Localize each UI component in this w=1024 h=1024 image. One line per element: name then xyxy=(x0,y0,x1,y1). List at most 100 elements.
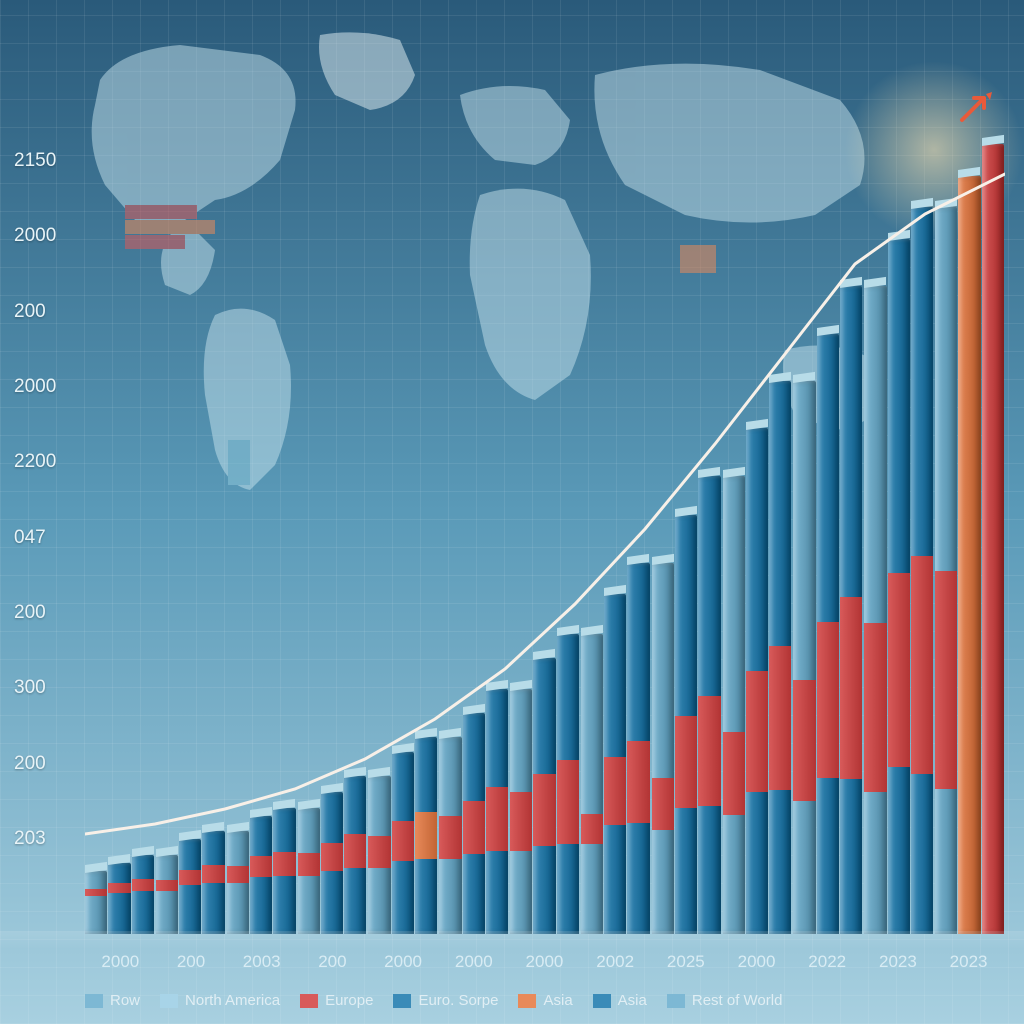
y-axis-label: 203 xyxy=(14,828,56,850)
legend-label: Asia xyxy=(618,992,647,1009)
bar-group xyxy=(864,144,933,934)
legend-label: Rest of World xyxy=(692,992,783,1009)
legend-item: North America xyxy=(160,992,280,1009)
x-axis: 2000200200320020002000200020022025200020… xyxy=(85,952,1004,972)
x-axis-label: 2002 xyxy=(580,952,651,972)
x-axis-label: 200 xyxy=(156,952,227,972)
bar xyxy=(911,207,933,934)
bar xyxy=(746,428,768,934)
legend-item: Euro. Sorpe xyxy=(393,992,498,1009)
bar xyxy=(982,144,1004,934)
x-axis-label: 2000 xyxy=(721,952,792,972)
bar-group xyxy=(652,144,721,934)
bar xyxy=(627,563,649,934)
bar xyxy=(227,831,249,934)
bar xyxy=(793,381,815,934)
bar xyxy=(864,286,886,934)
bar-group xyxy=(935,144,1004,934)
x-axis-label: 200 xyxy=(297,952,368,972)
bar xyxy=(486,689,508,934)
bar xyxy=(769,381,791,934)
y-axis-label: 2150 xyxy=(14,150,56,172)
growth-arrow-icon xyxy=(958,90,994,126)
bar xyxy=(723,476,745,934)
bar xyxy=(85,871,107,934)
y-axis-label: 200 xyxy=(14,301,56,323)
x-axis-label: 2023 xyxy=(933,952,1004,972)
x-axis-label: 2025 xyxy=(651,952,722,972)
legend-swatch xyxy=(85,994,103,1008)
x-axis-label: 2022 xyxy=(792,952,863,972)
legend-swatch xyxy=(160,994,178,1008)
y-axis-label: 047 xyxy=(14,527,56,549)
bar xyxy=(392,752,414,934)
y-axis-label: 2000 xyxy=(14,376,56,398)
bar xyxy=(840,286,862,934)
bar xyxy=(344,776,366,934)
bar xyxy=(321,792,343,934)
x-axis-label: 2003 xyxy=(226,952,297,972)
bar xyxy=(510,689,532,934)
x-axis-label: 2000 xyxy=(85,952,156,972)
bar xyxy=(132,855,154,934)
legend-label: Euro. Sorpe xyxy=(418,992,498,1009)
bar xyxy=(273,808,295,934)
growth-chart: 2150200020020002200047200300200203 20002… xyxy=(0,0,1024,1024)
bar xyxy=(179,839,201,934)
legend-item: Rest of World xyxy=(667,992,783,1009)
y-axis: 2150 2000 200 2000 2200 047 200 300 200 203 xyxy=(14,150,56,850)
y-axis-label: 200 xyxy=(14,602,56,624)
bar xyxy=(698,476,720,934)
x-axis-label: 2000 xyxy=(509,952,580,972)
legend-swatch xyxy=(518,994,536,1008)
bar xyxy=(202,831,224,934)
legend-swatch xyxy=(667,994,685,1008)
legend-label: Europe xyxy=(325,992,373,1009)
bar xyxy=(533,658,555,935)
bar-group xyxy=(298,144,367,934)
bar xyxy=(439,737,461,935)
bar xyxy=(108,863,130,934)
bar xyxy=(298,808,320,934)
bar xyxy=(604,594,626,934)
bar-group xyxy=(439,144,508,934)
bar-group xyxy=(368,144,437,934)
y-axis-label: 200 xyxy=(14,753,56,775)
bar xyxy=(958,176,980,934)
legend-swatch xyxy=(593,994,611,1008)
legend-item: Asia xyxy=(518,992,572,1009)
legend-swatch xyxy=(300,994,318,1008)
x-axis-label: 2023 xyxy=(863,952,934,972)
legend-label: North America xyxy=(185,992,280,1009)
bar xyxy=(652,563,674,934)
bar xyxy=(415,737,437,935)
bar-group xyxy=(85,144,154,934)
bar xyxy=(817,334,839,934)
bar-group xyxy=(156,144,225,934)
legend-item: Europe xyxy=(300,992,373,1009)
bar-group xyxy=(581,144,650,934)
bars-area xyxy=(85,144,1004,934)
bar-group xyxy=(793,144,862,934)
floor-reflection xyxy=(0,931,1024,949)
y-axis-label: 2000 xyxy=(14,225,56,247)
legend-item: Row xyxy=(85,992,140,1009)
x-axis-label: 2000 xyxy=(368,952,439,972)
bar-group xyxy=(510,144,579,934)
y-axis-label: 300 xyxy=(14,677,56,699)
bar xyxy=(368,776,390,934)
bar xyxy=(156,855,178,934)
legend-label: Row xyxy=(110,992,140,1009)
legend-swatch xyxy=(393,994,411,1008)
x-axis-label: 2000 xyxy=(438,952,509,972)
bar xyxy=(888,239,910,934)
legend: Row North America Europe Euro. Sorpe Asia Asi… xyxy=(85,992,1004,1009)
bar xyxy=(250,816,272,935)
y-axis-label: 2200 xyxy=(14,451,56,473)
bar xyxy=(463,713,485,934)
bar xyxy=(675,515,697,934)
bar xyxy=(581,634,603,934)
bar-group xyxy=(723,144,792,934)
bar xyxy=(557,634,579,934)
bar xyxy=(935,207,957,934)
